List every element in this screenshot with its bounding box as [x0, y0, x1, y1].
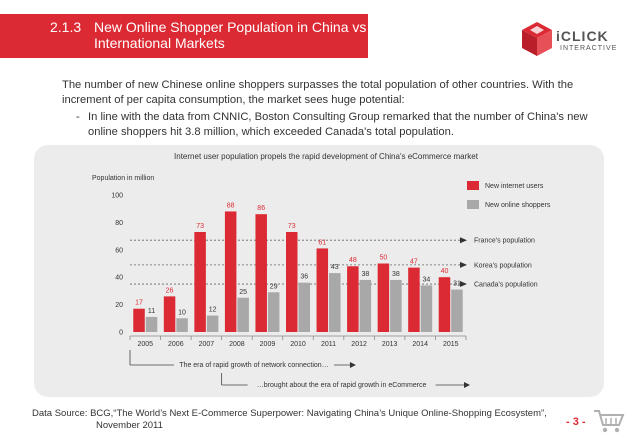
page-title-line2: International Markets: [94, 35, 225, 51]
bar-new-online-shoppers: [298, 282, 310, 332]
annotation-text-bg: [247, 378, 436, 389]
data-label-internet-users: 73: [288, 223, 296, 230]
bar-new-internet-users: [255, 214, 267, 332]
bullet-text: In line with the data from CNNIC, Boston…: [88, 111, 588, 138]
data-label-online-shoppers: 34: [423, 276, 431, 283]
legend-label: New online shoppers: [485, 202, 551, 209]
bar-new-internet-users: [408, 267, 420, 332]
x-tick-label: 2014: [412, 341, 428, 348]
annotation-network: The era of rapid growth of network conne…: [179, 362, 328, 369]
x-tick-label: 2010: [290, 341, 306, 348]
legend-swatch: [467, 181, 479, 190]
page-title-line1: New Online Shopper Population in China v…: [94, 19, 367, 35]
x-tick-label: 2012: [351, 341, 367, 348]
data-source-footer: Data Source: BCG,“The World’s Next E-Com…: [32, 408, 552, 432]
data-label-online-shoppers: 36: [300, 274, 308, 281]
iclick-logo-icon: iCLICK INTERACTIVE: [520, 20, 620, 64]
data-label-online-shoppers: 11: [148, 308, 155, 315]
footer-line2: November 2011: [96, 420, 163, 431]
x-tick-label: 2011: [321, 341, 336, 348]
data-label-online-shoppers: 10: [178, 309, 186, 316]
legend-swatch: [467, 200, 479, 209]
bar-new-online-shoppers: [237, 297, 249, 332]
x-tick-label: 2009: [260, 341, 276, 348]
x-tick-label: 2013: [382, 341, 398, 348]
x-tick-label: 2006: [168, 341, 184, 348]
x-tick-label: 2015: [443, 341, 459, 348]
data-label-internet-users: 48: [349, 257, 357, 264]
data-label-online-shoppers: 38: [392, 271, 400, 278]
data-label-internet-users: 86: [257, 205, 265, 212]
y-tick-label: 20: [115, 302, 123, 309]
data-label-internet-users: 40: [441, 268, 449, 275]
y-tick-label: 40: [115, 275, 123, 282]
bullet-dash: -: [76, 111, 80, 123]
x-tick-label: 2007: [199, 341, 215, 348]
footer-line1: Data Source: BCG,“The World’s Next E-Com…: [32, 408, 547, 419]
y-tick-label: 60: [115, 247, 123, 254]
data-label-online-shoppers: 38: [361, 271, 369, 278]
logo-cube-icon: [522, 22, 552, 56]
bar-new-online-shoppers: [359, 279, 372, 332]
data-label-internet-users: 50: [379, 255, 387, 262]
data-label-internet-users: 88: [227, 202, 235, 209]
logo-brand-text: iCLICK: [556, 28, 609, 44]
bar-new-online-shoppers: [451, 289, 463, 332]
bar-new-online-shoppers: [420, 285, 433, 332]
data-label-online-shoppers: 12: [209, 307, 217, 314]
annotation-arrowhead-icon: [349, 362, 356, 368]
shopping-cart-icon: [594, 410, 625, 433]
reference-label: France's population: [474, 238, 535, 245]
bar-new-internet-users: [224, 211, 237, 332]
reference-arrow-icon: [460, 261, 467, 268]
data-label-internet-users: 26: [166, 287, 174, 294]
y-axis-label: Population in million: [92, 175, 154, 182]
data-label-internet-users: 73: [196, 223, 204, 230]
annotation-text-bg: [174, 358, 334, 369]
page-number: - 3 -: [566, 416, 586, 428]
reference-label: Canada's population: [474, 282, 538, 289]
annotation-arrowhead-icon: [464, 382, 470, 388]
data-label-online-shoppers: 31: [453, 281, 461, 288]
bar-new-online-shoppers: [145, 316, 158, 332]
annotation-ecommerce: …brought about the era of rapid growth i…: [257, 382, 427, 389]
bar-new-online-shoppers: [267, 292, 280, 332]
bar-chart: Internet user population propels the rap…: [92, 152, 551, 389]
bar-new-internet-users: [438, 277, 451, 332]
bar-new-internet-users: [377, 263, 390, 332]
logo-sub-text: INTERACTIVE: [560, 45, 618, 52]
x-tick-label: 2005: [137, 341, 153, 348]
y-tick-label: 0: [119, 330, 123, 337]
bar-new-internet-users: [194, 231, 206, 332]
data-label-online-shoppers: 25: [239, 289, 247, 296]
bar-new-internet-users: [163, 296, 176, 332]
data-label-online-shoppers: 29: [270, 283, 278, 290]
data-label-internet-users: 61: [318, 239, 326, 246]
bar-new-online-shoppers: [206, 315, 219, 332]
legend-label: New internet users: [485, 183, 544, 190]
reference-arrow-icon: [460, 281, 467, 288]
chart-panel: Internet user population propels the rap…: [34, 145, 604, 397]
bar-new-online-shoppers: [176, 318, 188, 332]
data-label-online-shoppers: 43: [331, 264, 339, 271]
intro-paragraph: The number of new Chinese online shopper…: [62, 79, 574, 106]
bar-new-internet-users: [316, 248, 329, 332]
bar-new-internet-users: [133, 308, 145, 332]
chart-title: Internet user population propels the rap…: [174, 152, 479, 161]
reference-arrow-icon: [460, 237, 467, 244]
bullet-item: - In line with the data from CNNIC, Bost…: [76, 110, 596, 140]
y-tick-label: 100: [111, 193, 123, 200]
data-label-internet-users: 47: [410, 259, 418, 266]
data-label-internet-users: 17: [135, 300, 143, 307]
bar-new-online-shoppers: [329, 273, 341, 332]
section-number: 2.1.3: [50, 19, 82, 35]
bar-new-internet-users: [286, 231, 298, 332]
title-banner: 2.1.3 New Online Shopper Population in C…: [0, 14, 368, 58]
bar-new-internet-users: [347, 266, 359, 332]
y-tick-label: 80: [115, 220, 123, 227]
bar-new-online-shoppers: [390, 279, 402, 332]
x-tick-label: 2008: [229, 341, 245, 348]
reference-label: Korea's population: [474, 262, 532, 269]
